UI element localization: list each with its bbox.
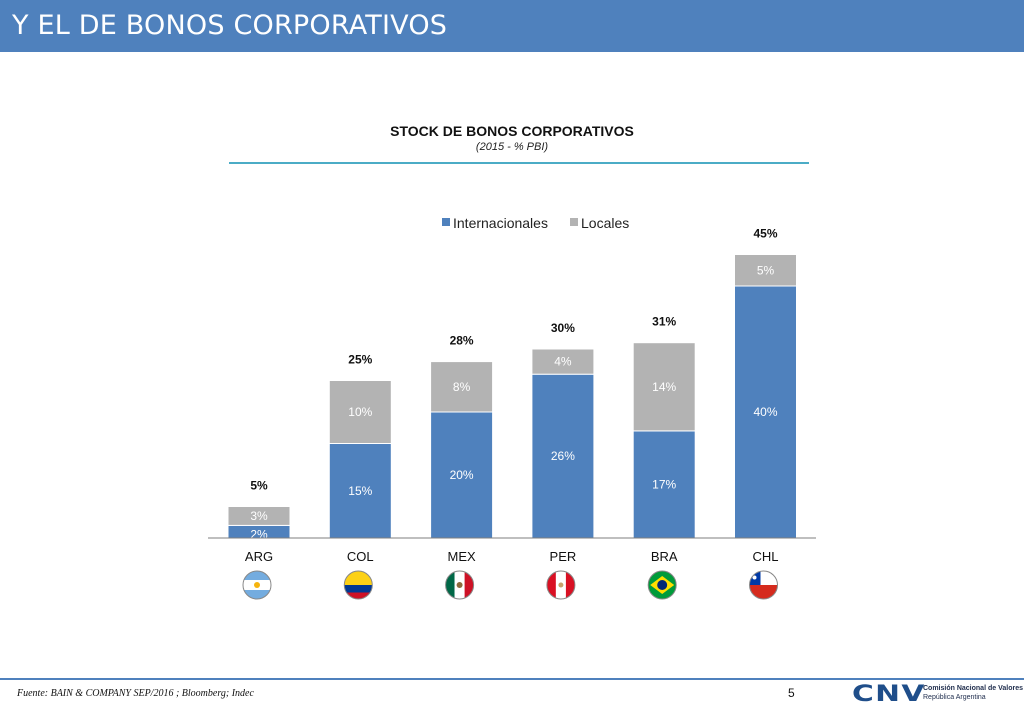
data-label: 8% <box>453 380 471 394</box>
bar-internacionales-col <box>328 443 392 539</box>
category-label: CHL <box>752 549 778 564</box>
legend-swatch-internacionales <box>442 218 450 226</box>
data-label: 4% <box>554 355 572 369</box>
flag-ring <box>242 570 272 600</box>
data-label: 3% <box>250 509 268 523</box>
flag-peru-icon <box>546 571 575 599</box>
category-label: ARG <box>245 549 273 564</box>
category-label: COL <box>347 549 374 564</box>
bar-internacionales-mex <box>430 411 494 539</box>
flag-mexico-icon <box>445 571 474 599</box>
data-label: 26% <box>551 449 575 463</box>
flag-argentina-icon <box>243 571 271 599</box>
bar-locales-col <box>328 380 392 444</box>
data-label: 5% <box>757 263 775 277</box>
total-label: 25% <box>348 353 372 367</box>
flag-chile-icon <box>749 571 778 599</box>
footer-divider <box>0 678 1024 680</box>
flag-ring <box>445 570 475 600</box>
data-label: 10% <box>348 405 372 419</box>
total-label: 5% <box>250 479 268 493</box>
bar-internacionales-per <box>531 373 595 539</box>
flag-ring <box>343 570 373 600</box>
data-label: 2% <box>250 528 268 542</box>
legend-label-internacionales: Internacionales <box>453 215 548 231</box>
total-label: 30% <box>551 321 575 335</box>
bar-locales-bra <box>632 342 696 432</box>
flag-colombia-icon <box>344 571 373 599</box>
source-note: Fuente: BAIN & COMPANY SEP/2016 ; Bloomb… <box>17 688 254 699</box>
title-divider <box>229 162 809 164</box>
data-label: 15% <box>348 484 372 498</box>
page-number: 5 <box>788 686 795 700</box>
total-label: 45% <box>753 227 777 241</box>
flag-ring <box>749 570 778 600</box>
legend-label-locales: Locales <box>581 215 629 231</box>
bar-internacionales-chl <box>734 285 797 539</box>
data-label: 40% <box>753 405 777 419</box>
bar-locales-per <box>531 348 595 375</box>
flag-ring <box>546 570 576 600</box>
cnv-logo: CNV Comisión Nacional de Valores Repúbli… <box>852 682 1024 707</box>
chart-subtitle: (2015 - % PBI) <box>475 141 549 153</box>
flag-ring <box>647 570 677 600</box>
logo-letters: CNV <box>852 682 926 707</box>
category-label: MEX <box>448 549 477 564</box>
header-bar: Y EL DE BONOS CORPORATIVOS <box>0 0 1024 52</box>
data-label: 17% <box>652 477 676 491</box>
bar-locales-arg <box>227 506 291 526</box>
chart-title: STOCK DE BONOS CORPORATIVOS <box>390 123 634 139</box>
bar-locales-chl <box>734 254 797 287</box>
page-title: Y EL DE BONOS CORPORATIVOS <box>12 10 448 41</box>
category-label: PER <box>550 549 577 564</box>
category-label: BRA <box>651 549 678 564</box>
data-label: 20% <box>450 468 474 482</box>
total-label: 31% <box>652 315 676 329</box>
legend-swatch-locales <box>570 218 578 226</box>
data-label: 14% <box>652 380 676 394</box>
bar-locales-mex <box>430 361 494 413</box>
total-label: 28% <box>450 334 474 348</box>
logo-org-name: Comisión Nacional de Valores <box>923 685 1023 692</box>
logo-country: República Argentina <box>923 694 986 701</box>
flag-brazil-icon <box>648 571 677 599</box>
